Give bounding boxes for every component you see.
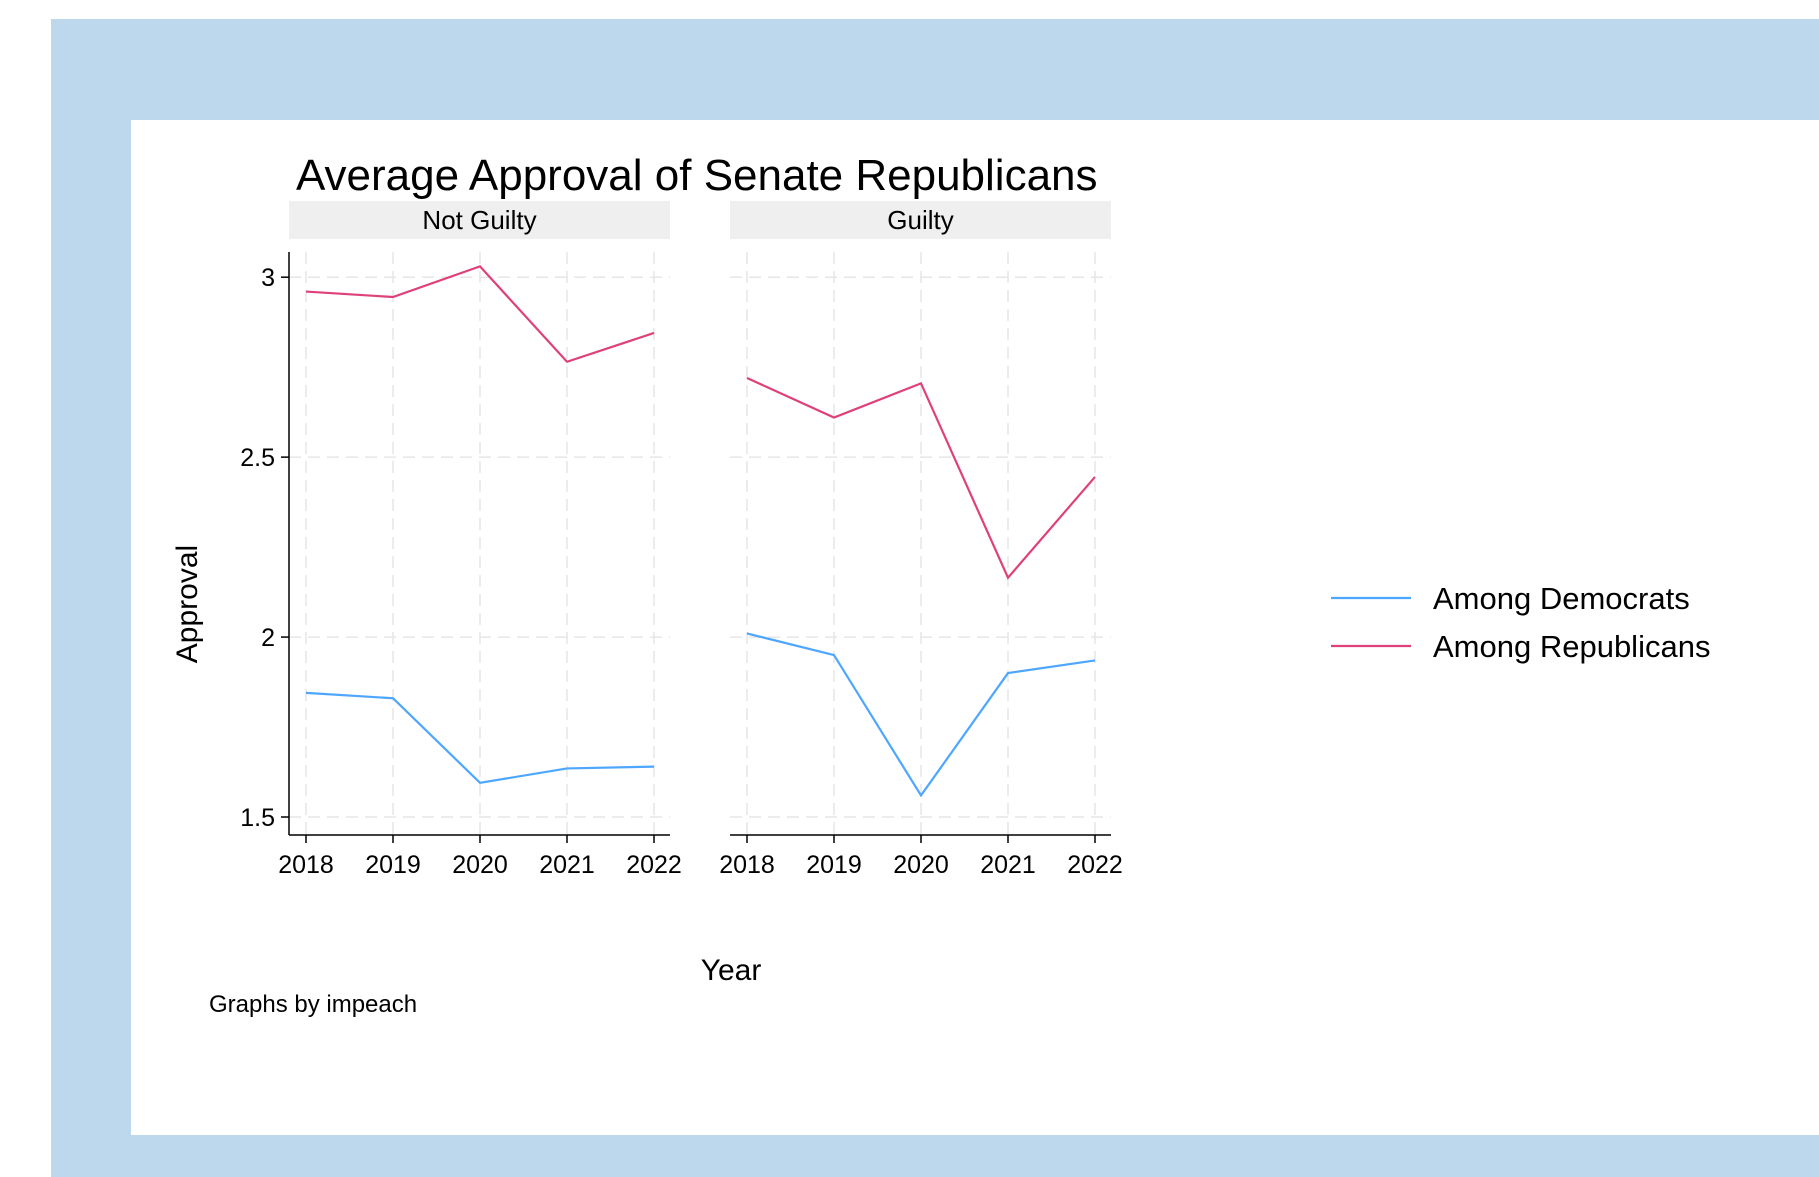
- x-tick-label: 2021: [539, 851, 595, 879]
- x-tick-label: 2019: [365, 851, 421, 879]
- panel-guilty: Guilty 2018 2019 2020 2021 2022: [719, 201, 1123, 879]
- x-tick-label: 2022: [1067, 851, 1123, 879]
- x-tick-label: 2018: [278, 851, 334, 879]
- y-tick-label: 3: [261, 264, 275, 292]
- chart-background: Average Approval of Senate Republicans N…: [51, 19, 1819, 1177]
- panel-header: [289, 201, 670, 239]
- y-tick-label: 1.5: [240, 804, 275, 832]
- x-axis-title: Year: [701, 954, 762, 987]
- y-tick-label: 2: [261, 624, 275, 652]
- panel-header: [730, 201, 1111, 239]
- x-tick-label: 2021: [980, 851, 1036, 879]
- x-tick-label: 2019: [806, 851, 862, 879]
- legend-label: Among Republicans: [1433, 629, 1710, 664]
- x-tick-label: 2022: [626, 851, 682, 879]
- legend-label: Among Democrats: [1433, 581, 1690, 616]
- y-axis-title: Approval: [171, 545, 204, 663]
- x-tick-label: 2020: [893, 851, 949, 879]
- legend: Among Democrats Among Republicans: [1331, 581, 1710, 664]
- footnote: Graphs by impeach: [209, 991, 417, 1018]
- chart-title: Average Approval of Senate Republicans: [296, 151, 1098, 200]
- panel-not-guilty: Not Guilty 2018 2019 2020 2021 2022 1.5 2 2.5 3: [240, 201, 682, 879]
- panel-title: Not Guilty: [422, 205, 536, 235]
- line-chart: Average Approval of Senate Republicans N…: [171, 151, 1710, 1018]
- x-tick-label: 2020: [452, 851, 508, 879]
- y-tick-label: 2.5: [240, 444, 275, 472]
- chart-card: Average Approval of Senate Republicans N…: [131, 120, 1819, 1135]
- x-tick-label: 2018: [719, 851, 775, 879]
- panel-title: Guilty: [887, 205, 953, 235]
- panels: Not Guilty 2018 2019 2020 2021 2022 1.5 2 2.5 3 Gu…: [240, 201, 1123, 879]
